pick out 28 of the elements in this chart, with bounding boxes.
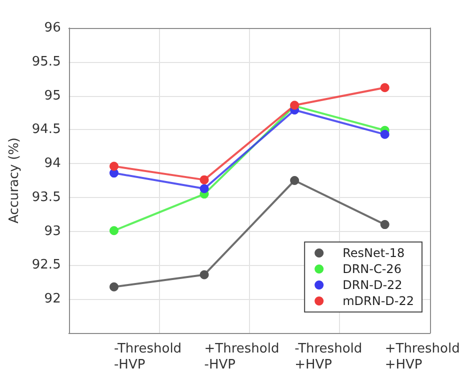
legend-label: mDRN-D-22 xyxy=(342,294,414,308)
x-tick-label: -Threshold -HVP xyxy=(114,342,182,372)
point xyxy=(200,184,209,194)
y-axis-title: Accuracy (%) xyxy=(7,138,22,224)
y-tick-label: 95 xyxy=(44,88,61,104)
point xyxy=(380,83,390,92)
y-tick-label: 94 xyxy=(44,156,61,172)
x-tick-label: +Threshold +HVP xyxy=(384,342,460,372)
y-tick-label: 93 xyxy=(44,224,61,239)
legend-label: DRN-D-22 xyxy=(342,278,402,292)
y-tick-label: 95.5 xyxy=(32,54,61,70)
point xyxy=(110,282,118,292)
y-tick-label: 92.5 xyxy=(32,258,61,273)
x-tick-label: -Threshold +HVP xyxy=(294,342,362,372)
point xyxy=(110,226,118,236)
y-tick-label: 93.5 xyxy=(32,190,61,205)
point xyxy=(290,176,300,185)
legend-label: DRN-C-26 xyxy=(342,262,402,276)
y-tick-label: 96 xyxy=(44,20,61,36)
y-tick-label: 94.5 xyxy=(32,122,61,138)
point xyxy=(200,270,209,280)
point xyxy=(380,220,390,230)
point xyxy=(110,162,118,171)
point xyxy=(380,130,390,139)
legend-label: ResNet-18 xyxy=(342,246,405,260)
y-tick-label: 92 xyxy=(44,292,61,307)
x-tick-label: +Threshold -HVP xyxy=(204,342,280,372)
point xyxy=(200,175,209,184)
